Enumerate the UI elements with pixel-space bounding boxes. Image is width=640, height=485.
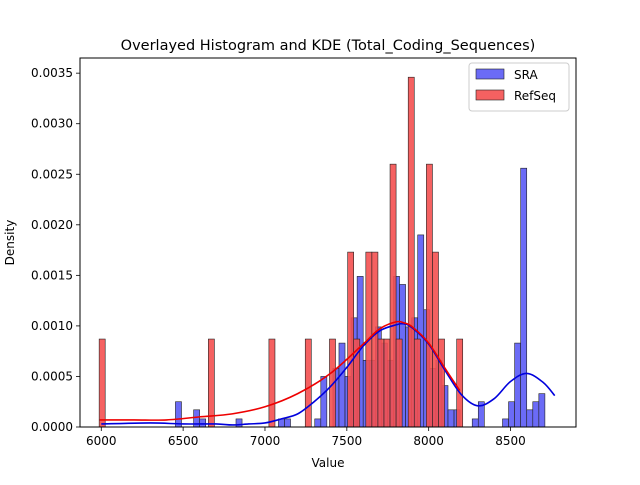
bar-sra-32 (508, 401, 515, 428)
bar-refseq-18 (456, 338, 464, 428)
x-tick-label: 8000 (413, 434, 444, 448)
legend-swatch-refseq (475, 89, 505, 101)
kde-line-refseq (99, 320, 461, 421)
bar-sra-37 (538, 393, 546, 428)
chart-title: Overlayed Histogram and KDE (Total_Codin… (121, 38, 536, 54)
y-tick-label: 0.0025 (31, 167, 73, 181)
bar-sra-5 (284, 418, 291, 428)
bar-sra-33 (514, 342, 521, 428)
kde-line-sra (101, 322, 556, 426)
y-tick-label: 0.0035 (31, 66, 73, 80)
bar-refseq-3 (304, 338, 312, 428)
bar-sra-34 (520, 167, 528, 428)
y-tick-label: 0.0015 (31, 268, 73, 282)
x-tick-label: 7000 (250, 434, 281, 448)
histogram-bars (98, 76, 546, 428)
bar-refseq-5 (347, 251, 355, 428)
bar-refseq-14 (413, 338, 421, 428)
bar-refseq-9 (377, 338, 385, 428)
bar-refseq-10 (383, 338, 391, 428)
x-tick-label: 8500 (495, 434, 526, 448)
y-axis-label: Density (3, 220, 17, 266)
bar-refseq-8 (371, 251, 379, 428)
bar-refseq-2 (268, 338, 276, 428)
bar-refseq-11 (389, 163, 397, 428)
bar-sra-7 (320, 376, 328, 428)
x-tick-label: 7500 (332, 434, 363, 448)
bar-sra-6 (314, 418, 322, 428)
x-axis-label: Value (312, 456, 345, 470)
y-tick-label: 0.0010 (31, 319, 73, 333)
bar-sra-35 (526, 409, 534, 428)
bar-refseq-13 (407, 76, 415, 428)
x-tick-label: 6000 (86, 434, 117, 448)
bar-refseq-17 (438, 338, 445, 428)
y-tick-label: 0.0030 (31, 117, 73, 131)
y-tick-label: 0.0020 (31, 218, 73, 232)
legend-label-refseq: RefSeq (514, 89, 556, 103)
legend-label-sra: SRA (514, 68, 538, 82)
bar-sra-9 (338, 342, 346, 428)
legend-swatch-sra (475, 68, 505, 80)
bar-sra-27 (447, 409, 455, 428)
y-tick-label: 0.0000 (31, 420, 73, 434)
bar-sra-3 (235, 418, 243, 428)
bar-refseq-1 (208, 338, 215, 428)
bar-refseq-0 (98, 338, 106, 428)
bar-refseq-16 (432, 251, 439, 428)
axes: 6000 6500 7000 7500 8000 8500 0.0000 0.0005 0.00… (31, 66, 526, 448)
bar-refseq-12 (395, 338, 403, 428)
x-tick-label: 6500 (168, 434, 199, 448)
plot-frame (79, 57, 577, 428)
bar-sra-29 (471, 418, 479, 428)
y-tick-label: 0.0005 (31, 369, 73, 383)
bar-sra-36 (532, 401, 540, 428)
legend: SRA RefSeq (468, 62, 570, 112)
kde-lines (99, 320, 556, 426)
bar-sra-31 (502, 418, 509, 428)
bar-refseq-15 (426, 163, 433, 428)
bar-sra-2 (199, 418, 207, 428)
